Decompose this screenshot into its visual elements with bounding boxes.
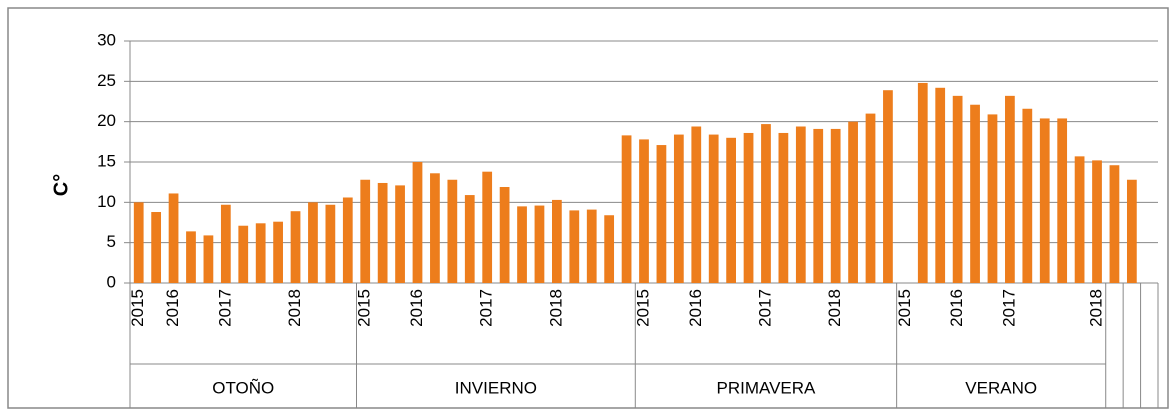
bar — [1057, 118, 1068, 283]
bar — [673, 134, 684, 283]
y-tick-label: 0 — [107, 272, 116, 291]
x-tick-label: 2015 — [895, 289, 914, 327]
bar — [726, 137, 736, 283]
bar — [552, 199, 562, 283]
x-tick-label: 2018 — [285, 289, 304, 327]
y-tick-label: 10 — [97, 192, 116, 211]
bar — [517, 206, 527, 283]
x-tick-label: 2017 — [215, 289, 234, 327]
x-tick-label: 2018 — [546, 289, 565, 327]
x-tick-label: 2017 — [755, 289, 774, 327]
bar — [639, 139, 649, 283]
bar — [290, 211, 301, 283]
bar — [151, 212, 162, 283]
bar — [569, 210, 580, 283]
y-tick-label: 15 — [97, 151, 116, 170]
y-tick-label: 5 — [107, 232, 116, 251]
bar — [656, 145, 667, 283]
bar — [795, 126, 806, 283]
bar — [830, 128, 841, 283]
y-tick-label: 30 — [97, 30, 116, 49]
x-tick-label: 2015 — [128, 289, 147, 327]
bar — [342, 197, 353, 283]
bar — [447, 179, 458, 283]
bar — [430, 173, 440, 283]
x-tick-label: 2016 — [686, 289, 705, 327]
bar — [987, 114, 998, 283]
bar — [534, 205, 545, 283]
bar — [360, 179, 371, 283]
y-axis-label: C° — [50, 174, 72, 196]
bar — [586, 209, 597, 283]
bar — [395, 185, 405, 283]
bar — [1074, 156, 1085, 283]
bar — [1005, 95, 1015, 283]
bar — [917, 82, 928, 284]
bar — [1022, 108, 1033, 283]
bar — [691, 126, 702, 283]
x-tick-label: 2016 — [407, 289, 426, 327]
bar — [238, 225, 249, 283]
bar — [604, 215, 615, 283]
bar — [325, 204, 336, 283]
bar — [813, 128, 824, 283]
group-label: INVIERNO — [455, 378, 537, 397]
bar — [1039, 118, 1050, 283]
bar — [935, 87, 946, 283]
bar — [412, 162, 423, 283]
x-tick-label: 2017 — [999, 289, 1018, 327]
bar — [482, 171, 493, 283]
bar — [203, 235, 214, 283]
x-tick-label: 2018 — [825, 289, 844, 327]
group-label: OTOÑO — [212, 378, 274, 397]
group-label: PRIMAVERA — [717, 378, 817, 397]
x-tick-label: 2016 — [163, 289, 182, 327]
bar — [952, 95, 963, 283]
bar — [186, 231, 196, 283]
bar — [273, 221, 283, 283]
bar — [133, 202, 144, 283]
bar — [848, 121, 858, 284]
bar — [308, 202, 318, 283]
x-tick-label: 2016 — [947, 289, 966, 327]
bar — [168, 193, 179, 283]
bar — [1109, 165, 1120, 283]
y-tick-label: 25 — [97, 71, 116, 90]
bar — [1092, 160, 1102, 283]
bar — [621, 135, 632, 283]
x-tick-label: 2015 — [355, 289, 374, 327]
bar — [708, 134, 719, 283]
x-tick-label: 2017 — [477, 289, 496, 327]
group-label: VERANO — [965, 378, 1037, 397]
bar — [255, 223, 266, 283]
bar — [1126, 179, 1137, 283]
bar — [377, 182, 388, 283]
bar — [778, 132, 789, 283]
x-tick-label: 2015 — [633, 289, 652, 327]
bar — [761, 124, 771, 283]
bar — [464, 195, 475, 283]
bar — [970, 104, 980, 283]
bar — [743, 132, 754, 283]
x-tick-label: 2018 — [1087, 289, 1106, 327]
bar — [499, 187, 510, 283]
bar — [883, 90, 893, 283]
bar — [865, 113, 876, 283]
bar — [220, 204, 231, 283]
y-tick-label: 20 — [97, 111, 116, 130]
